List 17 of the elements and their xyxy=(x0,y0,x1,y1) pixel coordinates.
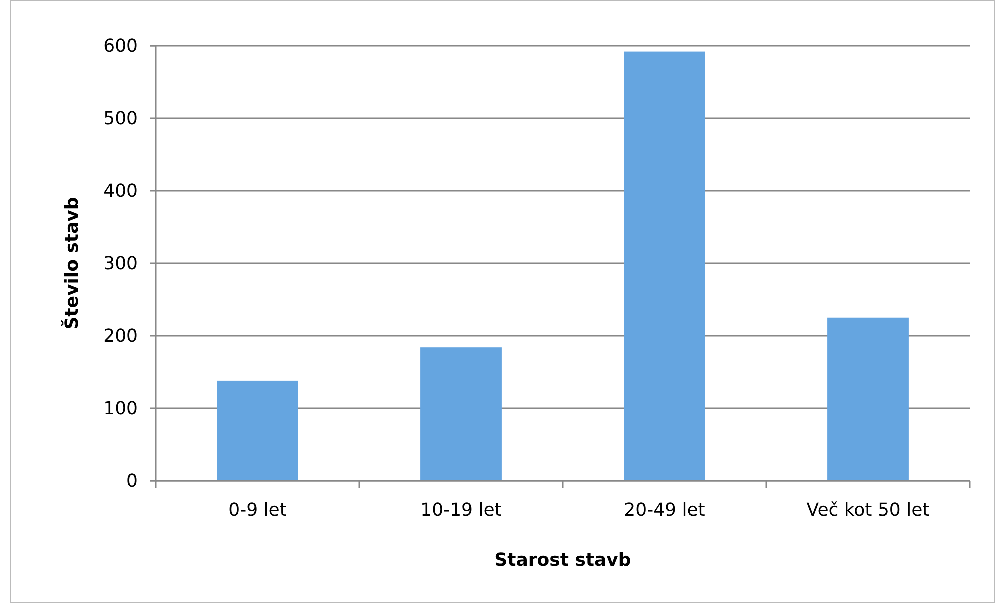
bar xyxy=(217,380,298,481)
x-tick-label: 0-9 let xyxy=(228,500,287,521)
x-tick-label: Več kot 50 let xyxy=(806,500,930,521)
y-tick-label: 600 xyxy=(104,36,138,57)
y-axis-title: Število stavb xyxy=(61,197,83,330)
x-axis-title: Starost stavb xyxy=(494,550,632,571)
y-tick-label: 0 xyxy=(126,470,138,492)
y-tick-label: 500 xyxy=(104,108,138,130)
y-tick-label: 300 xyxy=(104,253,138,274)
bar xyxy=(624,52,706,481)
y-tick-label: 200 xyxy=(104,326,138,347)
x-tick-label: 20-49 let xyxy=(624,500,706,521)
bar xyxy=(828,318,909,481)
bar xyxy=(420,348,502,481)
y-tick-label: 400 xyxy=(104,180,138,202)
x-tick-label: 10-19 let xyxy=(420,500,502,521)
y-tick-label: 100 xyxy=(104,398,138,420)
